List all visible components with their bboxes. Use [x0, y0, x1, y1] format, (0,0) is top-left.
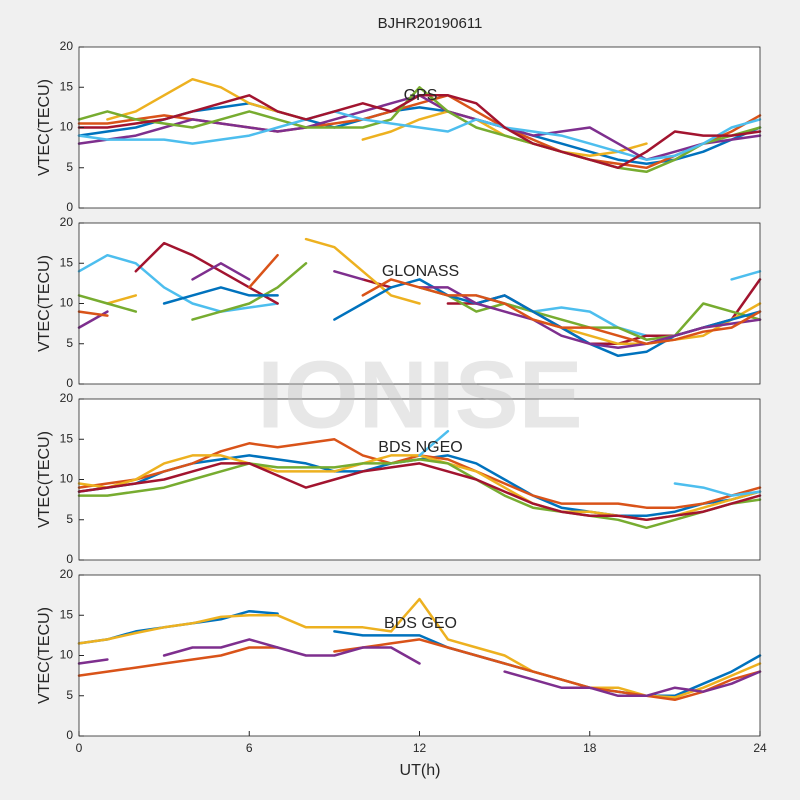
series-line: [77, 638, 762, 702]
series-line: [77, 86, 762, 174]
figure-title: BJHR20190611: [378, 15, 483, 32]
y-tick-label: 15: [60, 79, 74, 93]
y-tick-label: 5: [66, 512, 73, 526]
series-line: [418, 429, 762, 497]
y-tick-label: 20: [60, 39, 74, 53]
y-tick-label: 20: [60, 391, 74, 405]
x-tick-label: 0: [76, 741, 83, 755]
x-tick-label: 12: [413, 741, 427, 755]
y-tick-label: 20: [60, 567, 74, 581]
y-tick-label: 0: [66, 200, 73, 214]
y-tick-label: 20: [60, 215, 74, 229]
x-axis-label: UT(h): [400, 762, 441, 779]
y-tick-label: 10: [60, 296, 74, 310]
y-tick-label: 0: [66, 376, 73, 390]
x-tick-label: 18: [583, 741, 597, 755]
y-tick-label: 0: [66, 728, 73, 742]
series-line: [77, 638, 762, 698]
y-tick-label: 10: [60, 120, 74, 134]
panel-label: GPS: [404, 87, 438, 104]
y-axis-label: VTEC(TECU): [36, 607, 53, 704]
y-tick-label: 10: [60, 472, 74, 486]
series-line: [77, 253, 762, 346]
y-tick-label: 10: [60, 648, 74, 662]
y-tick-label: 15: [60, 431, 74, 445]
y-tick-label: 15: [60, 607, 74, 621]
series-line: [77, 94, 762, 170]
y-axis-label: VTEC(TECU): [36, 79, 53, 176]
series-line: [77, 110, 762, 161]
series-line: [77, 262, 762, 350]
y-tick-label: 0: [66, 552, 73, 566]
y-tick-label: 5: [66, 688, 73, 702]
watermark: IONISE: [257, 341, 582, 448]
y-tick-label: 5: [66, 160, 73, 174]
panel-label: GLONASS: [382, 263, 459, 280]
y-axis-label: VTEC(TECU): [36, 431, 53, 528]
x-tick-label: 24: [753, 741, 767, 755]
series-line: [77, 458, 762, 530]
y-axis-label: VTEC(TECU): [36, 255, 53, 352]
y-tick-label: 15: [60, 255, 74, 269]
series-line: [77, 462, 762, 522]
plot-area: [79, 575, 760, 736]
x-tick-label: 6: [246, 741, 253, 755]
panel-label: BDS NGEO: [378, 439, 462, 456]
y-tick-label: 5: [66, 336, 73, 350]
panel-label: BDS GEO: [384, 615, 457, 632]
